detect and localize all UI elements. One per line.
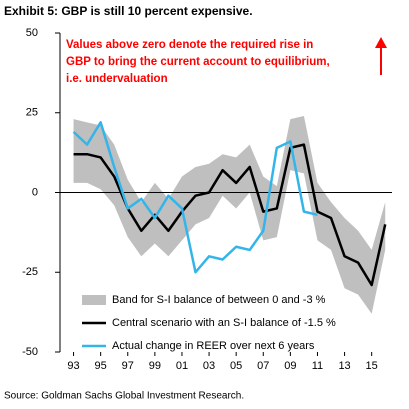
x-tick-label: 03 [203,360,215,372]
y-tick-label: -50 [22,346,38,358]
x-tick-label: 15 [366,360,378,372]
y-tick-label: 0 [32,186,38,198]
x-tick-label: 09 [284,360,296,372]
source: Source: Goldman Sachs Global Investment … [4,391,244,402]
x-tick-label: 97 [122,360,134,372]
series-line [72,121,318,274]
annotation: Values above zero denote the required ri… [66,37,387,85]
x-tick-label: 05 [230,360,242,372]
y-tick-label: 25 [26,107,38,119]
x-tick-label: 01 [176,360,188,372]
annotation-line: GBP to bring the current account to equi… [66,56,330,68]
legend-label: Band for S-I balance of between 0 and -3… [112,294,326,306]
legend-label: Central scenario with an S-I balance of … [112,317,336,329]
x-tick-label: 11 [312,360,323,372]
x-tick-label: 99 [149,360,161,372]
x-tick-label: 07 [257,360,269,372]
legend-swatch [82,295,106,305]
y-tick-label: 50 [26,27,38,39]
arrow-head [375,37,387,48]
chart-title: Exhibit 5: GBP is still 10 percent expen… [4,4,253,18]
annotation-line: i.e. undervaluation [66,73,168,85]
x-tick-label: 95 [95,360,107,372]
band [73,115,386,314]
x-tick-label: 93 [67,360,79,372]
x-tick-label: 13 [338,360,350,372]
annotation-line: Values above zero denote the required ri… [66,39,313,51]
y-tick-label: -25 [22,266,38,278]
legend-label: Actual change in REER over next 6 years [112,340,315,352]
